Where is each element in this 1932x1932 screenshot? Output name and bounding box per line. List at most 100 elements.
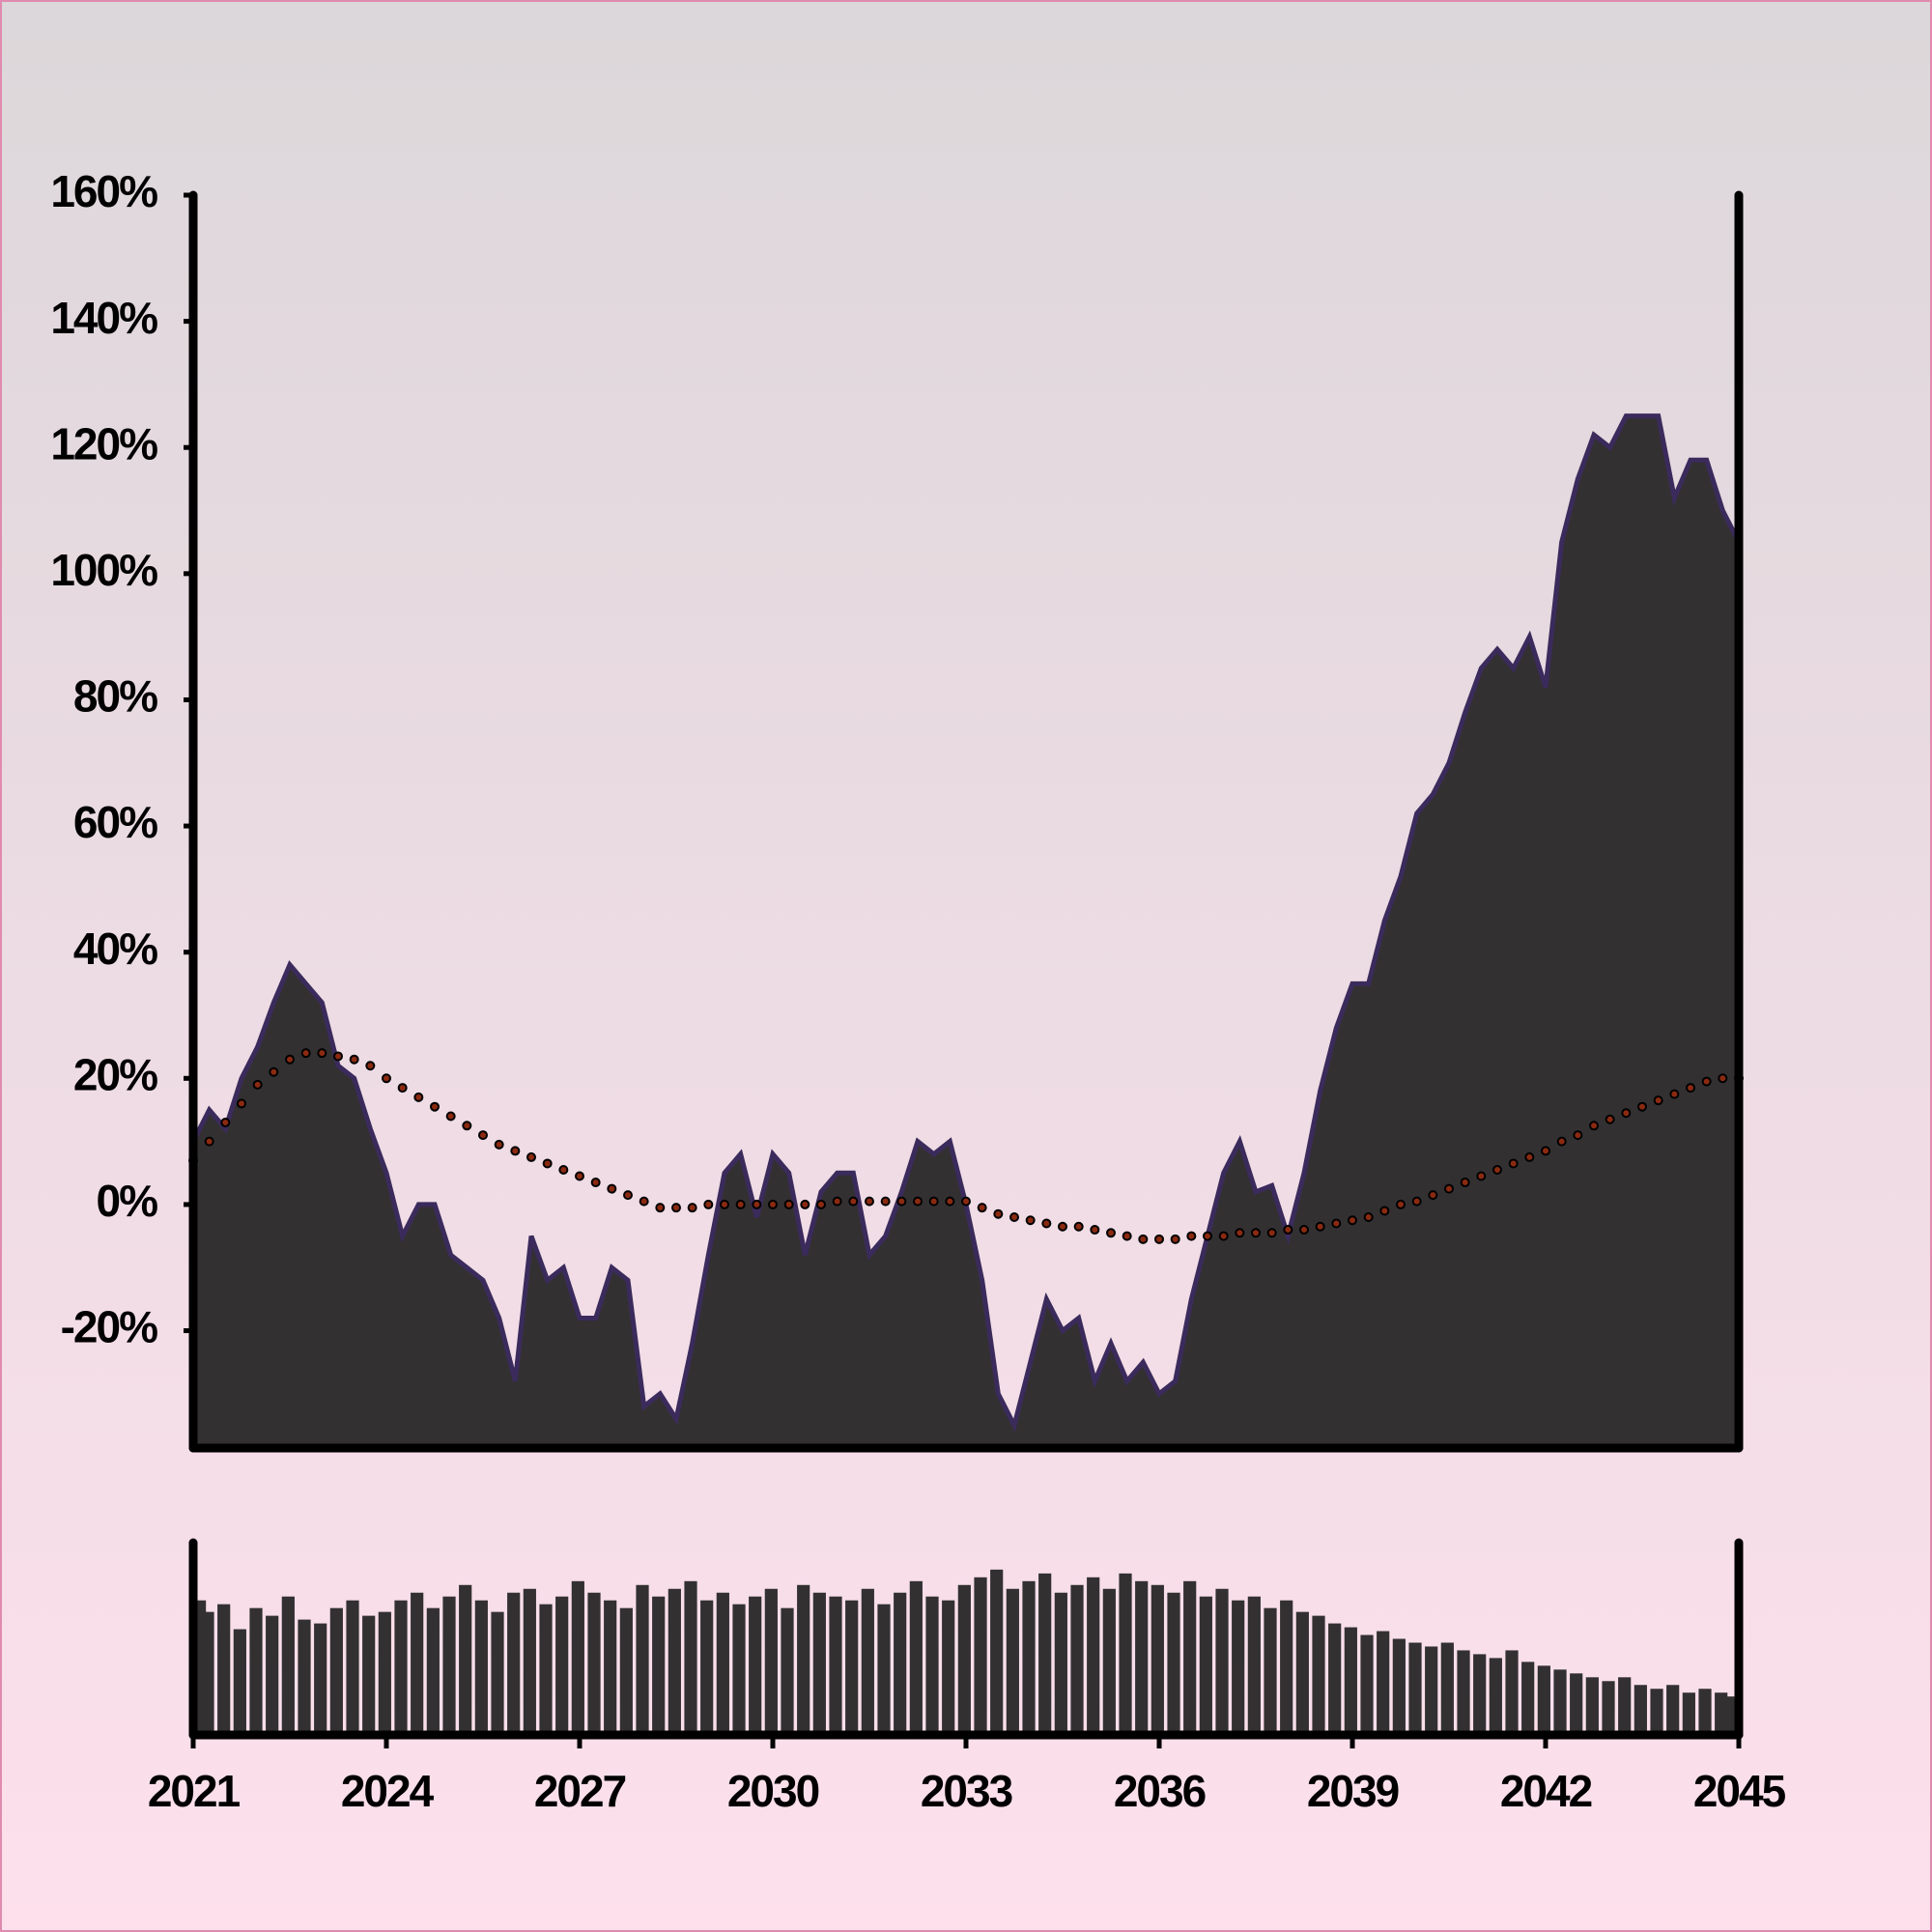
volume-bar [362, 1615, 376, 1735]
ma-dot [783, 1199, 794, 1209]
ma-dot [382, 1073, 391, 1084]
volume-bar [1473, 1654, 1487, 1735]
ma-dot [1589, 1121, 1599, 1131]
volume-bar [1440, 1642, 1454, 1735]
volume-bar [249, 1607, 263, 1735]
ma-dot [300, 1048, 311, 1059]
x-tick-label: 2021 [148, 1766, 241, 1816]
volume-bar [1312, 1615, 1325, 1735]
volume-bar [314, 1623, 327, 1735]
volume-bar [781, 1607, 794, 1735]
ma-dot [1041, 1218, 1052, 1229]
ma-dot [1508, 1158, 1519, 1169]
volume-bar [507, 1592, 521, 1735]
ma-dot [1556, 1136, 1567, 1147]
ma-dot [639, 1196, 649, 1207]
volume-bar [700, 1600, 714, 1735]
x-tick-label: 2033 [921, 1766, 1012, 1816]
volume-bar [1360, 1634, 1374, 1735]
volume-bar [571, 1580, 584, 1735]
volume-bar [298, 1619, 311, 1735]
ma-dot [623, 1190, 633, 1201]
ma-dot [1283, 1225, 1293, 1236]
ma-dot [1637, 1101, 1647, 1112]
volume-bar [1521, 1662, 1535, 1735]
volume-bar [1232, 1600, 1245, 1735]
ma-dot [1669, 1089, 1680, 1099]
volume-bar [233, 1629, 246, 1735]
volume-bar [539, 1604, 553, 1735]
ma-dot [526, 1151, 536, 1162]
ma-dot [752, 1199, 762, 1209]
ma-dot [816, 1199, 826, 1209]
ma-dot [349, 1054, 359, 1065]
volume-bar [604, 1600, 617, 1735]
ma-dot [220, 1118, 231, 1128]
y-tick-label: -20% [61, 1302, 157, 1352]
volume-bar [1215, 1588, 1229, 1735]
volume-bar [1264, 1607, 1277, 1735]
volume-bar [764, 1588, 778, 1735]
volume-bar [411, 1592, 424, 1735]
volume-bar [797, 1584, 810, 1735]
volume-bar [1295, 1611, 1309, 1735]
volume-bar [636, 1584, 649, 1735]
ma-dot [1363, 1211, 1374, 1222]
ma-dot [1138, 1234, 1149, 1244]
ma-dot [445, 1111, 456, 1122]
ma-dot [1476, 1171, 1487, 1181]
ma-dot [703, 1199, 714, 1209]
x-tick-label: 2036 [1114, 1766, 1206, 1816]
ma-dot [735, 1199, 746, 1209]
volume-bar [1537, 1665, 1550, 1735]
ma-dot [945, 1196, 955, 1207]
y-tick-label: 60% [73, 797, 157, 847]
volume-bar [652, 1596, 666, 1735]
volume-bar [749, 1596, 762, 1735]
volume-bar [684, 1580, 697, 1735]
ma-dot [1524, 1151, 1535, 1162]
volume-bar [491, 1611, 504, 1735]
volume-bar [1722, 1696, 1736, 1735]
volume-bar [523, 1588, 536, 1735]
volume-bar [1377, 1631, 1390, 1735]
volume-bar [346, 1600, 359, 1735]
volume-bar [217, 1604, 231, 1735]
volume-bar [1634, 1685, 1647, 1735]
volume-bar [732, 1604, 746, 1735]
volume-bar [1505, 1650, 1519, 1735]
volume-bar [829, 1596, 842, 1735]
ma-dot [397, 1083, 408, 1094]
ma-dot [1686, 1083, 1695, 1094]
volume-bar [1135, 1580, 1149, 1735]
ma-dot [478, 1130, 488, 1141]
y-tick-label: 80% [73, 671, 157, 722]
ma-dot [1025, 1215, 1036, 1226]
x-tick-label: 2027 [534, 1766, 626, 1816]
volume-bar [1102, 1588, 1116, 1735]
volume-bar [909, 1580, 923, 1735]
volume-bar [1682, 1692, 1695, 1735]
volume-bar [587, 1592, 601, 1735]
ma-dot [269, 1066, 279, 1077]
volume-bar [329, 1607, 343, 1735]
volume-bar [1151, 1584, 1164, 1735]
ma-dot [1460, 1178, 1470, 1188]
ma-dot [961, 1196, 971, 1207]
ma-dot [1058, 1221, 1067, 1232]
ma-dot [1379, 1206, 1390, 1216]
volume-bar [394, 1600, 408, 1735]
volume-bar [1408, 1642, 1422, 1735]
volume-bar [1666, 1685, 1680, 1735]
volume-bar [1247, 1596, 1261, 1735]
volume-bar [1425, 1646, 1438, 1735]
ma-dot [413, 1092, 424, 1102]
volume-bar [1570, 1673, 1583, 1735]
ma-dot [1170, 1234, 1180, 1244]
x-tick-label: 2024 [341, 1766, 435, 1816]
ma-dot [1203, 1231, 1212, 1241]
ma-dot [1106, 1228, 1116, 1238]
volume-bar [1087, 1577, 1100, 1735]
ma-dot [558, 1164, 569, 1175]
x-tick-label: 2042 [1500, 1766, 1592, 1816]
